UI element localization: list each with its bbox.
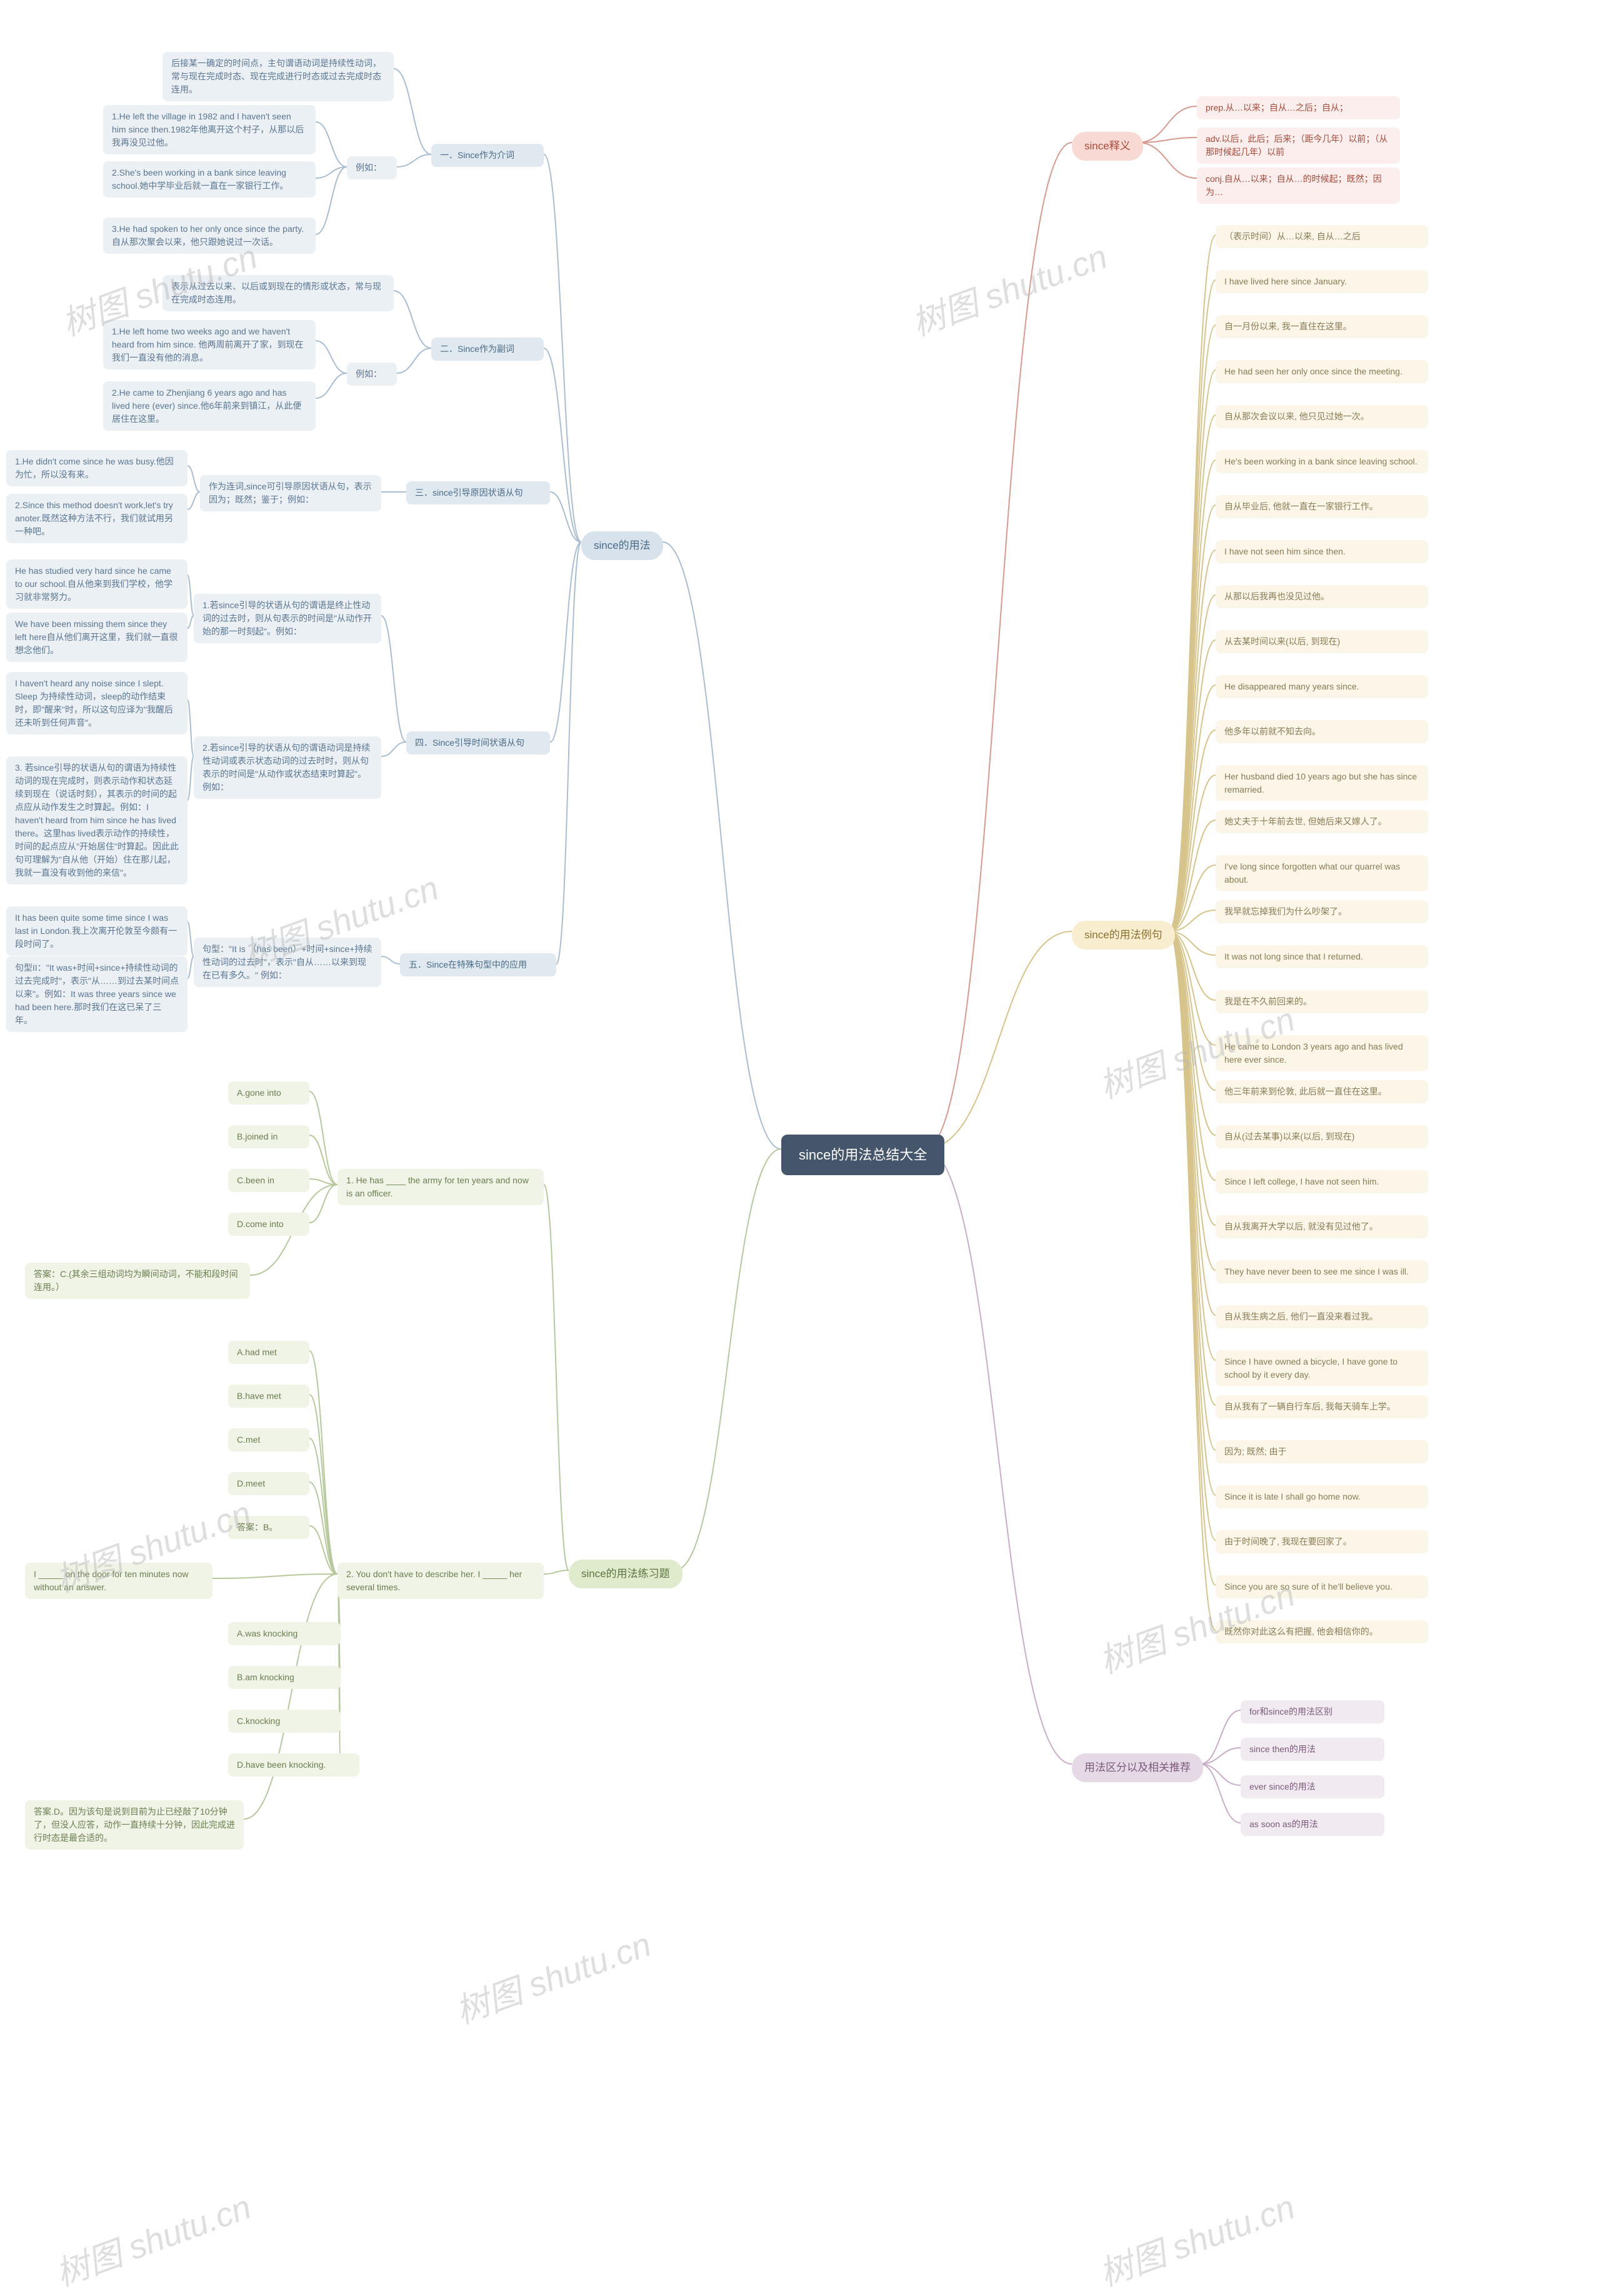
- yel-leaf-14: I've long since forgotten what our quarr…: [1216, 855, 1428, 891]
- yel-leaf-5: He's been working in a bank since leavin…: [1216, 450, 1428, 473]
- b2-eg1: 2.He came to Zhenjiang 6 years ago and h…: [103, 381, 316, 431]
- pur-leaf-1: since then的用法: [1241, 1738, 1384, 1761]
- b4-eg2-1: 3. 若since引导的状语从句的谓语为持续性动词的现在完成时，则表示动作和状态…: [6, 756, 188, 885]
- yel-leaf-20: 自从(过去某事)以来(以后, 到现在): [1216, 1125, 1428, 1148]
- g-q2-ans: 答案：B。: [228, 1516, 309, 1539]
- yel-leaf-17: 我是在不久前回来的。: [1216, 990, 1428, 1013]
- yel-leaf-24: 自从我生病之后, 他们一直没来看过我。: [1216, 1305, 1428, 1328]
- yel-leaf-3: He had seen her only once since the meet…: [1216, 360, 1428, 383]
- b1-eg2: 3.He had spoken to her only once since t…: [103, 218, 316, 254]
- g-q2-c: C.met: [228, 1428, 309, 1451]
- g-q2b-stem: I _____ on the door for ten minutes now …: [25, 1563, 212, 1599]
- g-q2b-ans: 答案.D。因为该句是说到目前为止已经敲了10分钟了，但没人应答，动作一直持续十分…: [25, 1800, 244, 1850]
- blue-sub3: 三．since引导原因状语从句: [406, 481, 550, 504]
- cat-examples: since的用法例句: [1072, 921, 1175, 950]
- yel-leaf-7: I have not seen him since then.: [1216, 540, 1428, 563]
- cat-related: 用法区分以及相关推荐: [1072, 1753, 1203, 1782]
- g-q1-a: A.gone into: [228, 1081, 309, 1105]
- g-q1-c: C.been in: [228, 1169, 309, 1192]
- cat-usage: since的用法: [581, 531, 663, 560]
- b2-eg0: 1.He left home two weeks ago and we have…: [103, 320, 316, 369]
- yel-leaf-23: They have never been to see me since I w…: [1216, 1260, 1428, 1283]
- yel-leaf-2: 自一月份以来, 我一直住在这里。: [1216, 315, 1428, 338]
- blue-sub4: 四．Since引导时间状语从句: [406, 731, 550, 754]
- yel-leaf-1: I have lived here since January.: [1216, 270, 1428, 293]
- g-q2b-d: D.have been knocking.: [228, 1753, 359, 1777]
- b4-eg1-1: We have been missing them since they lef…: [6, 613, 188, 662]
- red-leaf-1: adv.以后，此后；后来；（距今几年）以前；（从那时候起几年）以前: [1197, 128, 1400, 164]
- g-q2b-c: C.knocking: [228, 1710, 341, 1733]
- yel-leaf-21: Since I left college, I have not seen hi…: [1216, 1170, 1428, 1193]
- b4-eg1-0: He has studied very hard since he came t…: [6, 559, 188, 609]
- yel-leaf-27: 因为; 既然; 由于: [1216, 1440, 1428, 1463]
- g-q2-a: A.had met: [228, 1341, 309, 1364]
- yel-leaf-8: 从那以后我再也没见过他。: [1216, 585, 1428, 608]
- yel-leaf-28: Since it is late I shall go home now.: [1216, 1485, 1428, 1508]
- red-leaf-2: conj.自从…以来；自从…的时候起；既然；因为…: [1197, 168, 1400, 204]
- yel-leaf-22: 自从我离开大学以后, 就没有见过他了。: [1216, 1215, 1428, 1238]
- yel-leaf-15: 我早就忘掉我们为什么吵架了。: [1216, 900, 1428, 923]
- g-q1-ans: 答案：C.(其余三组动词均为瞬间动词，不能和段时间连用。）: [25, 1263, 250, 1299]
- b5-eg1: 句型II："It was+时间+since+持续性动词的过去完成时"，表示"从……: [6, 956, 188, 1032]
- blue-sub2: 二．Since作为副词: [431, 338, 544, 361]
- g-q2b-a: A.was knocking: [228, 1622, 341, 1645]
- b1-eg0: 1.He left the village in 1982 and I have…: [103, 105, 316, 154]
- b2-head: 表示从过去以来、以后或到现在的情形或状态，常与现在完成时态连用。: [162, 275, 394, 311]
- b4-head2: 2.若since引导的状语从句的谓语动词是持续性动词或表示状态动词的过去时时，则…: [194, 736, 381, 799]
- yel-leaf-13: 她丈夫于十年前去世, 但她后来又嫁人了。: [1216, 810, 1428, 833]
- yel-leaf-29: 由于时间晚了, 我现在要回家了。: [1216, 1530, 1428, 1553]
- g-q1-b: B.joined in: [228, 1125, 309, 1148]
- b1-eg1: 2.She's been working in a bank since lea…: [103, 161, 316, 198]
- b3-eg0: 1.He didn't come since he was busy.他因为忙，…: [6, 450, 188, 486]
- yel-leaf-12: Her husband died 10 years ago but she ha…: [1216, 765, 1428, 801]
- b1-head: 后接某一确定的时间点，主句谓语动词是持续性动词，常与现在完成时态、现在完成进行时…: [162, 52, 394, 101]
- red-leaf-0: prep.从…以来；自从…之后；自从；: [1197, 96, 1400, 119]
- cat-exercises: since的用法练习题: [569, 1560, 682, 1588]
- yel-leaf-30: Since you are so sure of it he'll believ…: [1216, 1575, 1428, 1598]
- pur-leaf-0: for和since的用法区别: [1241, 1700, 1384, 1723]
- watermark: 树图 shutu.cn: [48, 2179, 256, 2295]
- yel-leaf-16: It was not long since that I returned.: [1216, 945, 1428, 968]
- yel-leaf-19: 他三年前来到伦敦, 此后就一直住在这里。: [1216, 1080, 1428, 1103]
- yel-leaf-10: He disappeared many years since.: [1216, 675, 1428, 698]
- pur-leaf-3: as soon as的用法: [1241, 1813, 1384, 1836]
- b1-eglabel: 例如：: [347, 156, 397, 179]
- g-q2-b: B.have met: [228, 1385, 309, 1408]
- b3-eg1: 2.Since this method doesn't work,let's t…: [6, 494, 188, 543]
- g-q1: 1. He has ____ the army for ten years an…: [338, 1169, 544, 1205]
- watermark: 树图 shutu.cn: [448, 1917, 656, 2033]
- yel-leaf-0: （表示时间）从…以来, 自从…之后: [1216, 225, 1428, 248]
- b2-eglabel: 例如：: [347, 363, 397, 386]
- b5-head: 句型："It is （has been）+时间+since+持续性动词的过去时"…: [194, 938, 381, 987]
- watermark: 树图 shutu.cn: [904, 229, 1112, 345]
- blue-sub5: 五．Since在特殊句型中的应用: [400, 953, 556, 976]
- yel-leaf-9: 从去某时间以来(以后, 到现在): [1216, 630, 1428, 653]
- yel-leaf-26: 自从我有了一辆自行车后, 我每天骑车上学。: [1216, 1395, 1428, 1418]
- yel-leaf-18: He came to London 3 years ago and has li…: [1216, 1035, 1428, 1071]
- b5-eg0: It has been quite some time since I was …: [6, 906, 188, 956]
- blue-sub1: 一．Since作为介词: [431, 144, 544, 167]
- g-q1-d: D.come into: [228, 1213, 309, 1236]
- yel-leaf-11: 他多年以前就不知去向。: [1216, 720, 1428, 743]
- b4-eg2-0: I haven't heard any noise since I slept.…: [6, 672, 188, 734]
- b4-head1: 1.若since引导的状语从句的谓语是终止性动词的过去时，则从句表示的时间是"从…: [194, 594, 381, 643]
- root-node: since的用法总结大全: [781, 1135, 944, 1175]
- yel-leaf-31: 既然你对此这么有把握, 他会相信你的。: [1216, 1620, 1428, 1643]
- yel-leaf-6: 自从毕业后, 他就一直在一家银行工作。: [1216, 495, 1428, 518]
- watermark: 树图 shutu.cn: [1091, 2179, 1300, 2295]
- yel-leaf-25: Since I have owned a bicycle, I have gon…: [1216, 1350, 1428, 1386]
- cat-definition: since释义: [1072, 132, 1143, 161]
- pur-leaf-2: ever since的用法: [1241, 1775, 1384, 1798]
- yel-leaf-4: 自从那次会议以来, 他只见过她一次。: [1216, 405, 1428, 428]
- g-q2b-b: B.am knocking: [228, 1666, 341, 1689]
- g-q2-d: D.meet: [228, 1472, 309, 1495]
- b3-head: 作为连词,since可引导原因状语从句，表示因为；既然；鉴于；例如：: [200, 475, 381, 511]
- g-q2: 2. You don't have to describe her. I ___…: [338, 1563, 544, 1599]
